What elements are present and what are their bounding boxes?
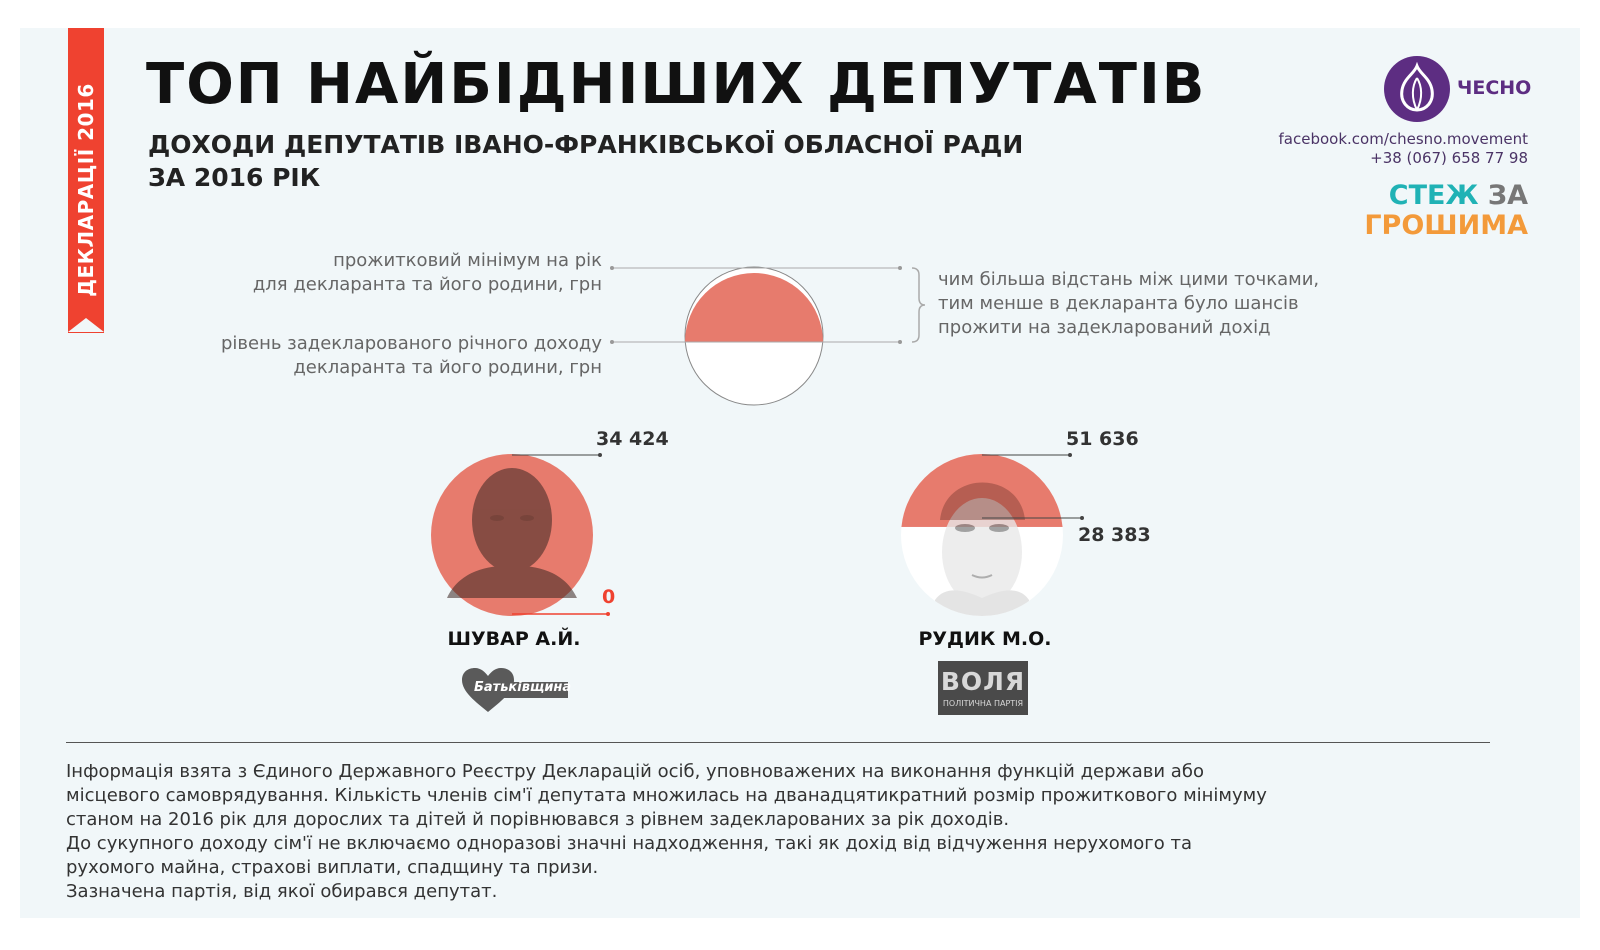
legend-note-line-2: тим менше в декларанта було шансів [938,293,1299,314]
legend-bottom-line-1: рівень задекларованого річного доходу [220,333,602,354]
background-panel [20,28,1580,918]
ribbon-tag [68,28,104,333]
deputy-1-min-dot [598,453,602,457]
legend-top-dot-left [610,266,614,270]
legend-diagram [610,266,926,406]
page-subtitle: ДОХОДИ ДЕПУТАТІВ ІВАНО-ФРАНКІВСЬКОЇ ОБЛА… [148,128,1023,194]
chesno-logo-icon [1384,56,1450,122]
subtitle-line-1: ДОХОДИ ДЕПУТАТІВ ІВАНО-ФРАНКІВСЬКОЇ ОБЛА… [148,130,1024,159]
party-1-logo-text: Батьківщина [474,680,572,695]
deputy-1-mark [431,453,610,616]
legend-bottom-line-2: декларанта та його родини, грн [293,357,602,378]
deputy-1-min-label: 34 424 [596,428,669,450]
deputy-1-name: ШУВАР А.Й. [447,628,581,650]
footnote-line-3: станом на 2016 рік для дорослих та дітей… [66,809,1010,830]
footnote-line-6: Зазначена партія, від якої обирався депу… [66,881,498,902]
legend-top-line-1: прожитковий мінімум на рік [333,250,602,271]
legend-bottom-dot-left [610,340,614,344]
contact-block: facebook.com/chesno.movement +38 (067) 6… [1279,130,1528,168]
footer-divider [66,742,1490,743]
deputy-2-mark [901,453,1084,616]
deputy-1-portrait [447,468,577,598]
facebook-link[interactable]: facebook.com/chesno.movement [1278,130,1528,148]
footnote-line-4: До сукупного доходу сім'ї не включаємо о… [66,833,1193,854]
legend-note-line-3: прожити на задекларований дохід [938,317,1271,338]
ribbon-notch [68,318,104,332]
legend-fill [685,273,823,342]
batkivshchyna-heart-icon [462,668,568,712]
party-2-logo-subtext: ПОЛІТИЧНА ПАРТІЯ [942,699,1024,708]
deputy-1-income-dot [606,612,610,616]
deputy-2-min-dot [1068,453,1072,457]
phone-number: +38 (067) 658 77 98 [1370,149,1528,167]
party-2-logo-text: ВОЛЯ [940,667,1026,696]
footnote-line-5: рухомого майна, страхові виплати, спадщи… [66,857,599,878]
deputy-1-income-label: 0 [602,586,616,608]
deputy-2-name: РУДИК М.О. [918,628,1052,650]
garlic-icon [1400,61,1434,112]
legend-note: чим більша відстань між цими точками, ти… [938,268,1319,340]
deputy-2-min-label: 51 636 [1066,428,1139,450]
legend-top-label: прожитковий мінімум на рік для декларант… [253,249,602,297]
legend-bottom-label: рівень задекларованого річного доходу де… [221,332,602,380]
za-word: ЗА [1487,180,1528,211]
deputy-2-income-dot [1080,516,1084,520]
stezh-logo-line-2: ГРОШИМА [1364,210,1528,241]
subtitle-line-2: ЗА 2016 РІК [148,163,321,192]
legend-note-line-1: чим більша відстань між цими точками, [938,269,1320,290]
legend-bottom-dot-right [898,340,902,344]
footnote-line-2: місцевого самоврядування. Кількість член… [66,785,1267,806]
chesno-logo-text: ЧЕСНО [1457,77,1532,99]
stezh-logo-line-1: СТЕЖ ЗА [1389,180,1528,211]
footnote-line-1: Інформація взята з Єдиного Державного Ре… [66,761,1204,782]
party-2-logo: ВОЛЯ ПОЛІТИЧНА ПАРТІЯ [938,661,1028,715]
deputy-2-income-label: 28 383 [1078,524,1151,546]
stezh-word: СТЕЖ [1388,180,1479,211]
footnote: Інформація взята з Єдиного Державного Ре… [66,760,1366,904]
legend-top-line-2: для декларанта та його родини, грн [252,274,602,295]
legend-top-dot-right [898,266,902,270]
page-title: ТОП НАЙБІДНІШИХ ДЕПУТАТІВ [146,52,1207,117]
legend-brace [911,267,926,343]
